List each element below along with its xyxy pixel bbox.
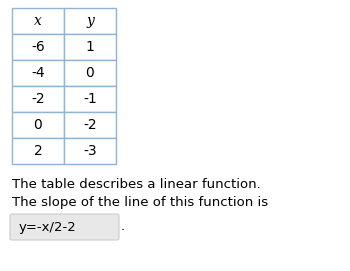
Bar [12,34,64,60]
Bar [12,86,64,112]
Text: -2: -2 [83,118,97,132]
Text: -3: -3 [83,144,97,158]
Text: -2: -2 [31,92,45,106]
Text: -4: -4 [31,66,45,80]
Text: .: . [121,221,125,234]
Bar [12,138,64,164]
Text: x: x [34,14,42,28]
Bar [64,138,116,164]
FancyBboxPatch shape [10,214,119,240]
Text: y=-x/2-2: y=-x/2-2 [19,221,77,234]
Bar [64,86,116,112]
Text: 0: 0 [86,66,94,80]
Text: The slope of the line of this function is: The slope of the line of this function i… [12,196,268,209]
Text: 2: 2 [34,144,42,158]
Text: 1: 1 [85,40,94,54]
Text: 0: 0 [34,118,42,132]
Text: y: y [86,14,94,28]
Bar [64,8,116,34]
Bar [64,112,116,138]
Bar [12,8,64,34]
Text: -1: -1 [83,92,97,106]
Bar [12,112,64,138]
Bar [64,60,116,86]
Text: The table describes a linear function.: The table describes a linear function. [12,178,261,191]
Bar [64,34,116,60]
Bar [12,60,64,86]
Text: -6: -6 [31,40,45,54]
